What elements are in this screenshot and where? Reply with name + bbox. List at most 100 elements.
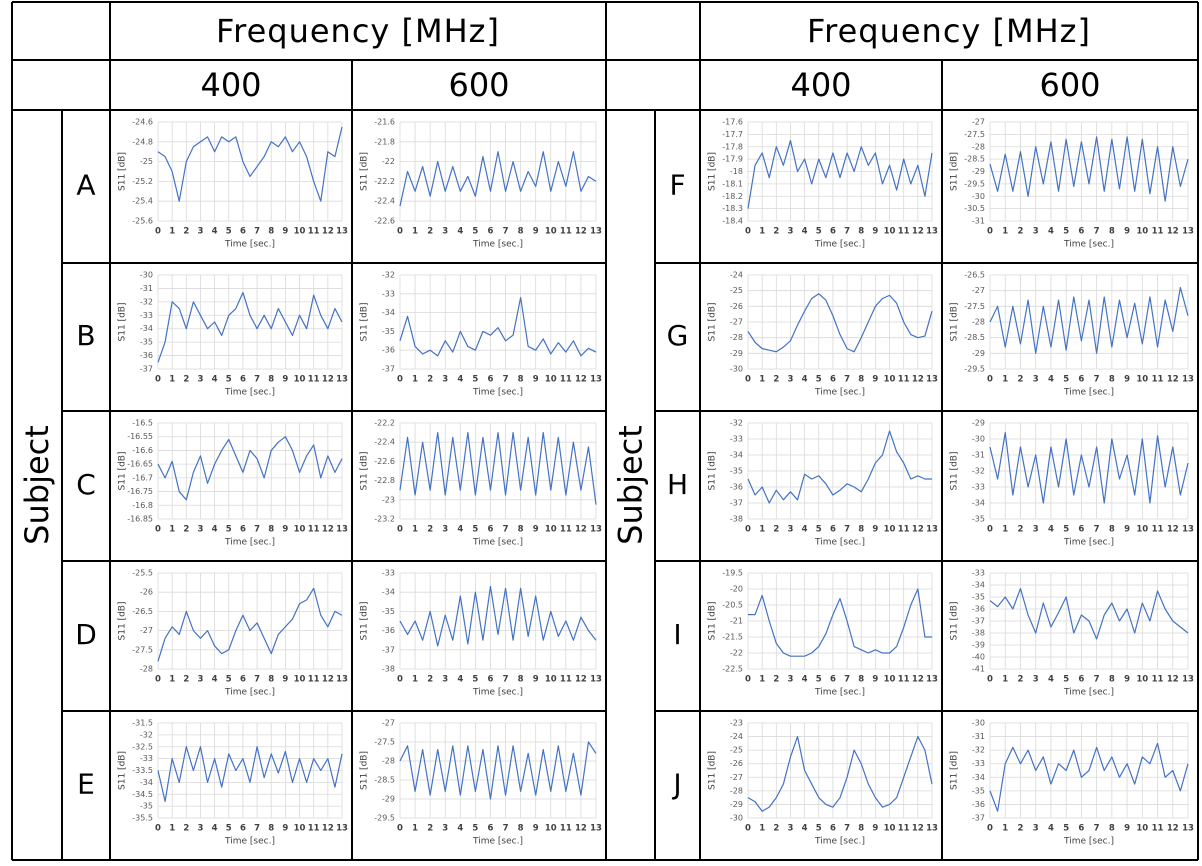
x-tick-label: 10 — [545, 227, 557, 237]
chart: -30-29-28-27-26-25-240 1 2 3 4 5 6 7 8 9 10 11 12 13T… — [708, 271, 938, 398]
y-tick-label: -22.6 — [374, 217, 395, 226]
y-tick-label: -28 — [140, 665, 153, 674]
x-tick-label: 10 — [545, 375, 557, 385]
data-line — [399, 432, 597, 505]
x-tick-label: 3 — [1033, 525, 1039, 535]
x-tick-label: 2 — [183, 375, 189, 385]
x-tick-label: 6 — [830, 824, 836, 834]
x-tick-label: 3 — [1033, 824, 1039, 834]
x-tick-label: 9 — [533, 824, 539, 834]
y-tick-label: -37 — [972, 814, 985, 823]
x-tick-label: 11 — [1152, 375, 1164, 385]
x-tick-label: 3 — [198, 227, 204, 237]
x-tick-label: 5 — [226, 675, 232, 685]
chart: -37-36-35-34-33-320 1 2 3 4 5 6 7 8 9 10 11 12 13Time… — [360, 271, 602, 398]
data-line — [989, 432, 1189, 504]
x-tick-label: 5 — [1063, 675, 1069, 685]
x-tick-label: 1 — [759, 227, 765, 237]
x-tick-label: 5 — [1063, 227, 1069, 237]
y-tick-label: -25 — [730, 286, 743, 295]
x-tick-label: 12 — [575, 227, 587, 237]
x-tick-label: 7 — [844, 675, 850, 685]
x-tick-label: 7 — [1094, 375, 1100, 385]
x-tick-label: 4 — [802, 675, 808, 685]
x-tick-label: 0 — [745, 824, 751, 834]
x-tick-label: 0 — [155, 227, 161, 237]
x-tick-label: 4 — [802, 227, 808, 237]
x-tick-label: 8 — [858, 675, 864, 685]
x-tick-label: 6 — [1078, 525, 1084, 535]
x-tick-label: 11 — [898, 227, 910, 237]
x-tick-label: 4 — [457, 824, 463, 834]
x-tick-label: 1 — [1002, 675, 1008, 685]
y-tick-label: -30 — [972, 435, 985, 444]
x-tick-label: 2 — [427, 675, 433, 685]
x-tick-label: 12 — [912, 375, 924, 385]
subject-letter: B — [76, 319, 95, 352]
y-tick-label: -23 — [730, 719, 743, 728]
y-tick-label: -34 — [140, 778, 153, 787]
y-tick-label: -18.3 — [722, 204, 743, 213]
data-line — [157, 436, 343, 501]
y-tick-label: -16.6 — [132, 446, 153, 455]
x-tick-label: 4 — [212, 675, 218, 685]
data-line — [989, 136, 1189, 202]
x-tick-label: 7 — [1094, 675, 1100, 685]
x-tick-label: 9 — [533, 375, 539, 385]
x-tick-label: 0 — [397, 824, 403, 834]
x-tick-label: 8 — [1109, 525, 1115, 535]
y-tick-label: -30 — [140, 271, 153, 280]
x-tick-label: 9 — [1124, 227, 1130, 237]
y-tick-label: -16.55 — [127, 432, 153, 441]
x-tick-label: 6 — [830, 525, 836, 535]
x-tick-label: 2 — [183, 675, 189, 685]
chart: -23.2-23-22.8-22.6-22.4-22.20 1 2 3 4 5 6 7 8 9 10… — [360, 419, 602, 548]
chart: -38-37-36-35-34-330 1 2 3 4 5 6 7 8 9 10 11 12 13Time… — [360, 569, 602, 698]
x-tick-label: 3 — [1033, 227, 1039, 237]
frequency-label: 600 — [448, 66, 509, 104]
y-tick-label: -35 — [140, 338, 153, 347]
x-tick-label: 6 — [240, 525, 246, 535]
y-tick-label: -37 — [382, 365, 395, 374]
chart: -25.6-25.4-25.2-25-24.8-24.60 1 2 3 4 5 6 7 8 9 10… — [118, 118, 348, 250]
x-tick-label: 11 — [308, 675, 320, 685]
x-tick-label: 1 — [169, 525, 175, 535]
x-tick-label: 13 — [1182, 824, 1194, 834]
y-tick-label: -27 — [730, 318, 743, 327]
y-tick-label: -31 — [972, 451, 985, 460]
y-axis-label: S11 [dB] — [118, 152, 128, 191]
x-tick-label: 5 — [472, 375, 478, 385]
x-tick-label: 4 — [1048, 675, 1054, 685]
y-tick-label: -35.5 — [132, 814, 153, 823]
x-tick-label: 7 — [503, 375, 509, 385]
x-axis-label: Time [sec.] — [472, 688, 523, 698]
x-tick-label: 1 — [412, 375, 418, 385]
y-tick-label: -37 — [972, 617, 985, 626]
x-axis-label: Time [sec.] — [1063, 837, 1114, 847]
y-tick-label: -27 — [382, 719, 395, 728]
y-tick-label: -34.5 — [132, 790, 153, 799]
x-tick-label: 9 — [533, 675, 539, 685]
x-tick-label: 0 — [987, 227, 993, 237]
frequency-header: Frequency [MHz] — [216, 12, 500, 50]
x-tick-label: 5 — [226, 375, 232, 385]
x-tick-label: 1 — [1002, 227, 1008, 237]
chart: -30-29-28-27-26-25-24-230 1 2 3 4 5 6 7 8 9 10 11 12… — [708, 719, 938, 847]
x-tick-label: 4 — [212, 227, 218, 237]
data-line — [399, 151, 597, 207]
x-tick-label: 2 — [183, 525, 189, 535]
y-tick-label: -32 — [140, 297, 153, 306]
y-tick-label: -19.5 — [722, 569, 743, 578]
y-tick-label: -28.5 — [964, 155, 985, 164]
x-tick-label: 0 — [155, 675, 161, 685]
y-axis-label: S11 [dB] — [360, 602, 370, 641]
x-tick-label: 4 — [212, 824, 218, 834]
y-axis-label: S11 [dB] — [360, 152, 370, 191]
x-tick-label: 8 — [518, 227, 524, 237]
y-tick-label: -22.6 — [374, 457, 395, 466]
x-tick-label: 8 — [268, 824, 274, 834]
y-tick-label: -32 — [972, 467, 985, 476]
x-tick-label: 0 — [987, 824, 993, 834]
y-tick-label: -31 — [972, 217, 985, 226]
x-tick-label: 3 — [1033, 375, 1039, 385]
